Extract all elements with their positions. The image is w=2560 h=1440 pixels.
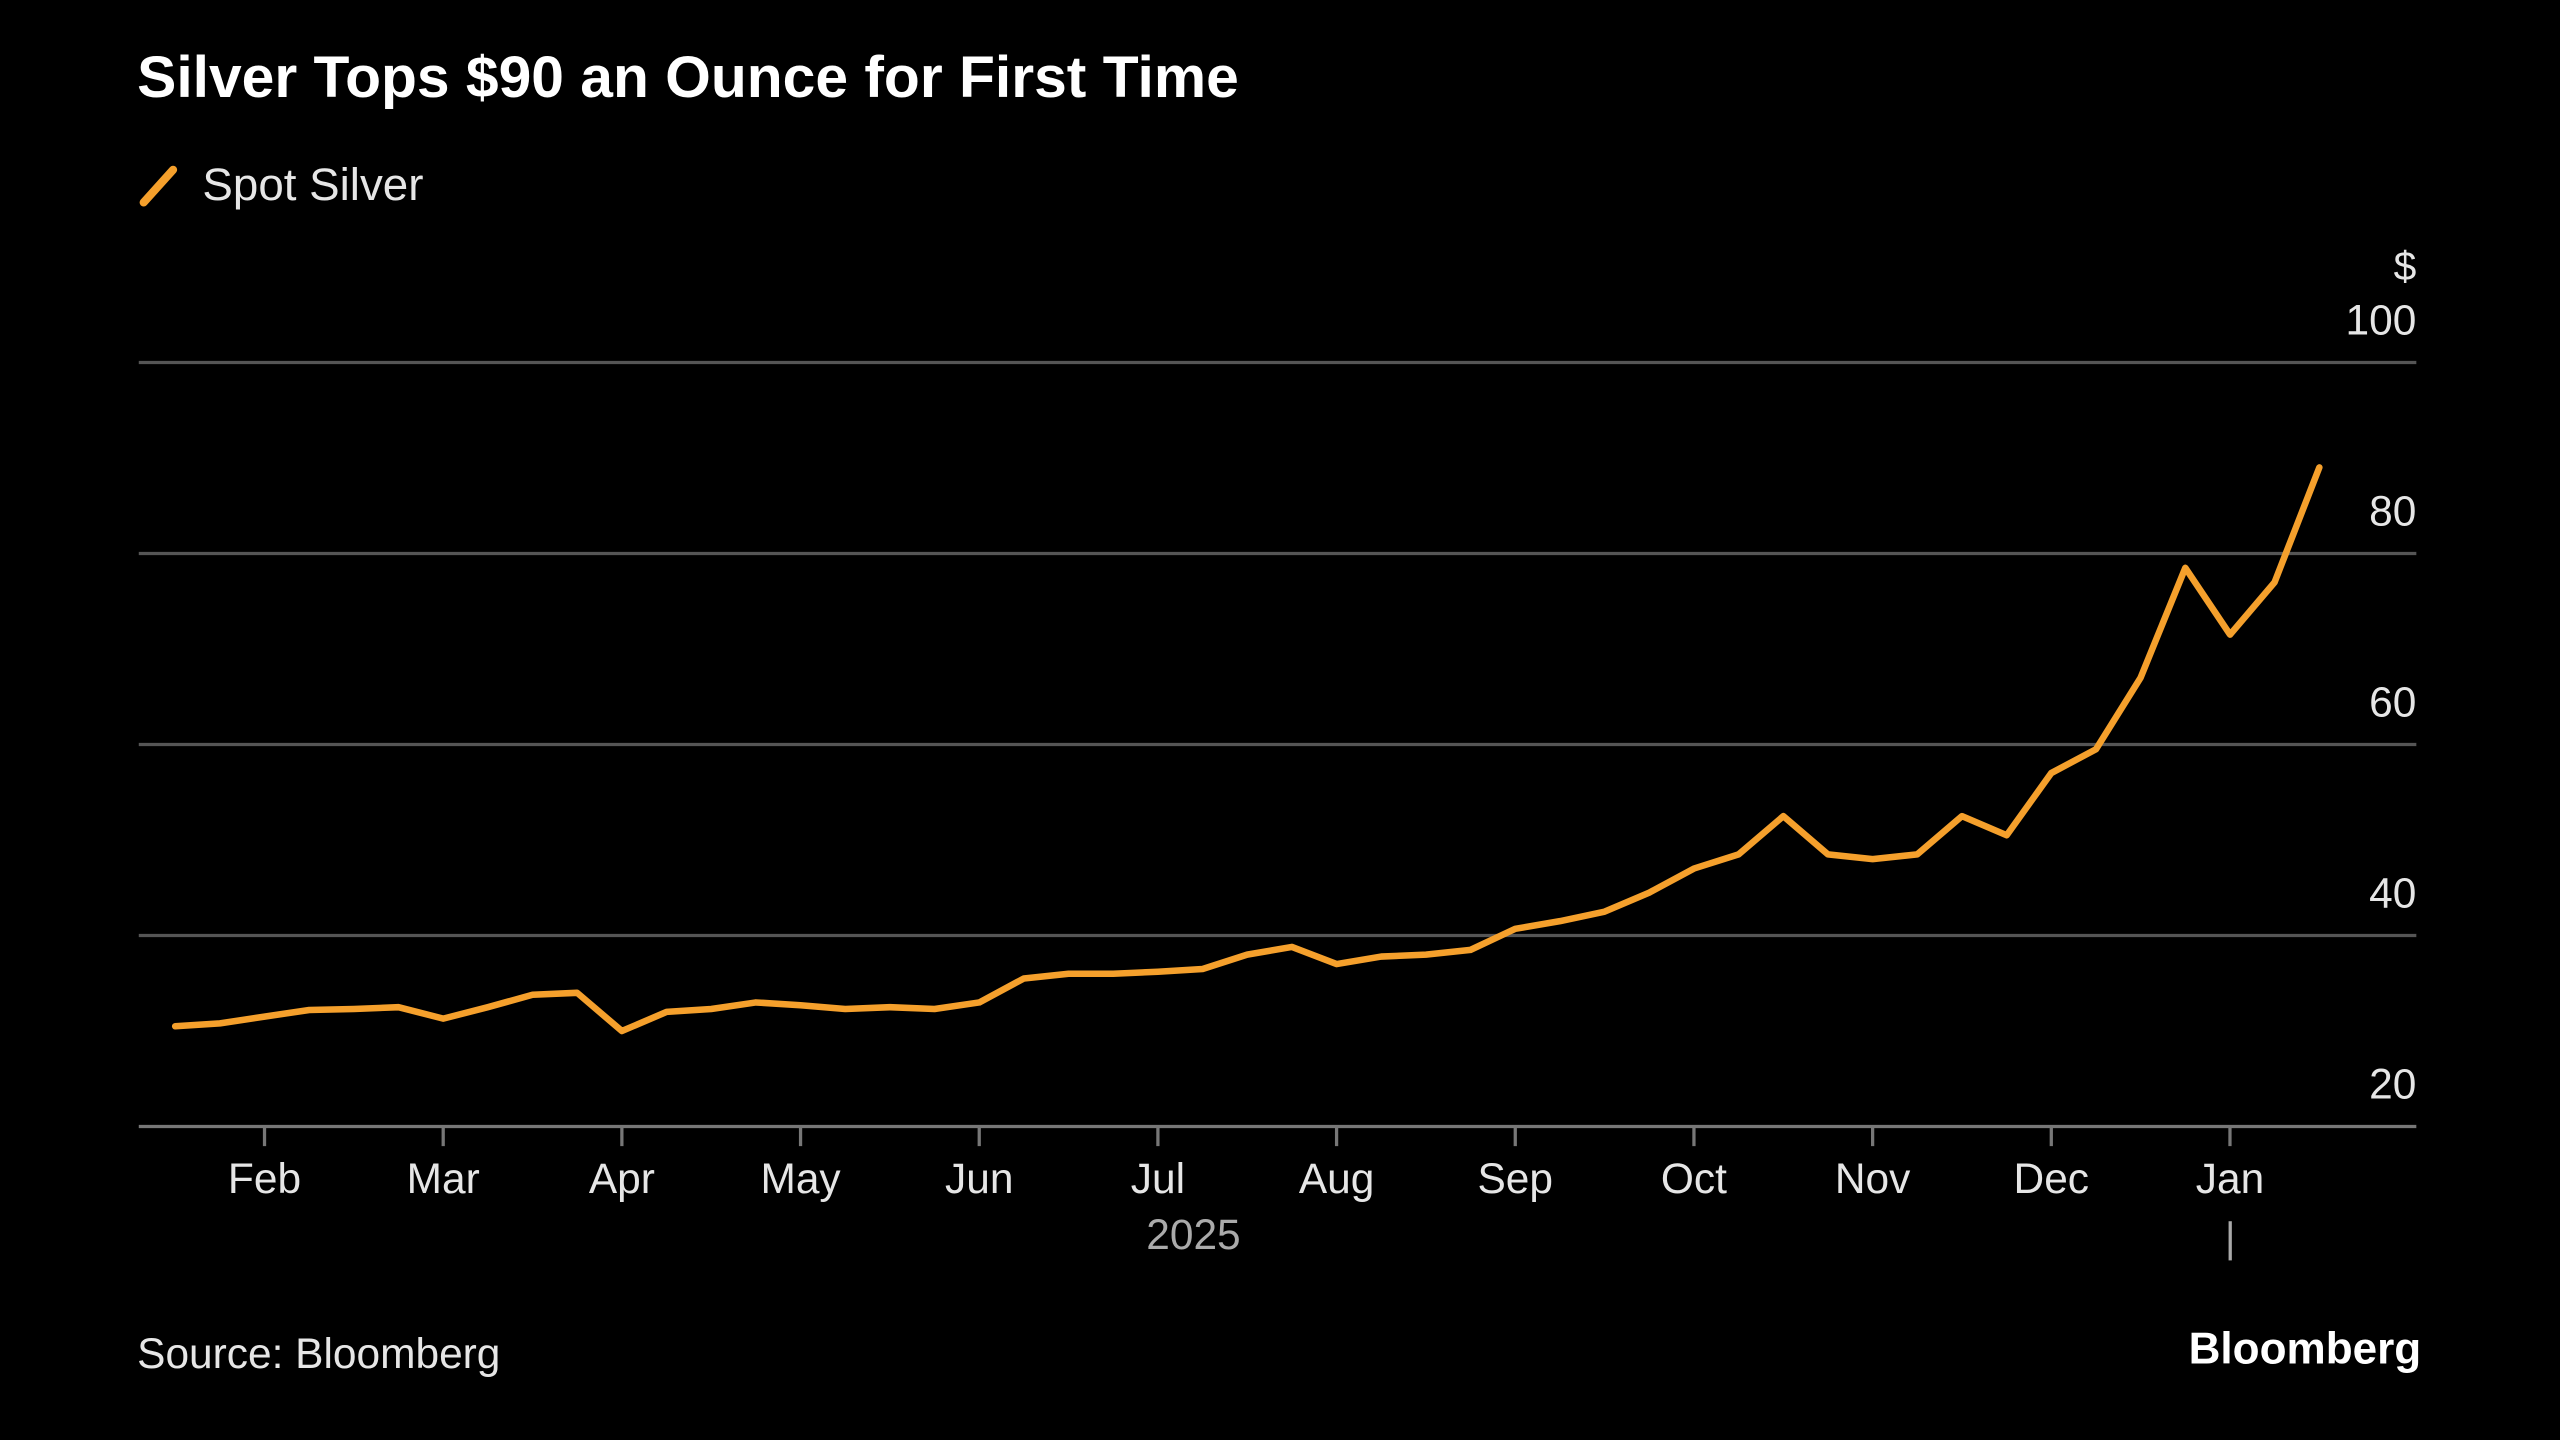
x-tick-label: Dec [2014, 1155, 2089, 1202]
x-year-label: 2025 [1146, 1211, 1240, 1258]
y-unit: $ [2394, 243, 2417, 289]
y-tick-label: 80 [2369, 488, 2416, 535]
legend-swatch [139, 165, 178, 207]
series-line [171, 464, 2323, 1035]
x-tick-label: Oct [1661, 1155, 1727, 1202]
chart-title: Silver Tops $90 an Ounce for First Time [137, 45, 1239, 110]
y-tick-label: 100 [2346, 296, 2417, 343]
x-tick-label: Mar [407, 1155, 480, 1202]
x-tick-label: Jul [1131, 1155, 1185, 1202]
brand: Bloomberg [2189, 1324, 2422, 1373]
y-tick-label: 60 [2369, 679, 2416, 726]
x-tick-label: Feb [228, 1155, 301, 1202]
legend-label: Spot Silver [202, 159, 423, 210]
source: Source: Bloomberg [137, 1330, 500, 1377]
x-tick-label: Aug [1299, 1155, 1375, 1202]
x-tick-label: Sep [1478, 1155, 1554, 1202]
x-tick-label: Nov [1835, 1155, 1911, 1202]
x-tick-label: Jun [945, 1155, 1013, 1202]
y-tick-label: 20 [2369, 1061, 2416, 1108]
x-tick-label: Apr [589, 1155, 655, 1202]
y-tick-label: 40 [2369, 870, 2416, 917]
x-tick-label: May [760, 1155, 841, 1202]
x-tick-label: Jan [2196, 1155, 2264, 1202]
